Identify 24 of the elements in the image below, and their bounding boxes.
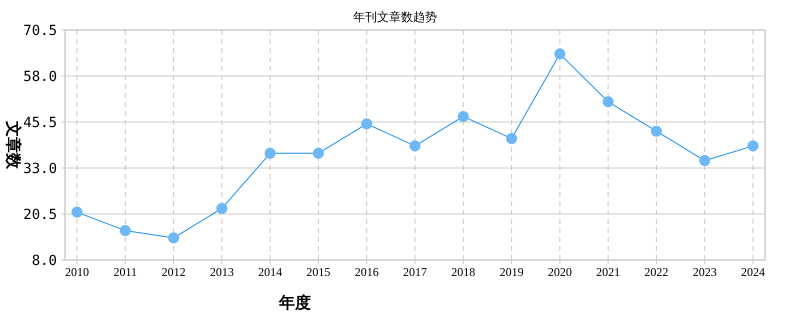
y-tick-label: 8.0 <box>32 253 57 269</box>
x-tick-label: 2010 <box>65 265 89 279</box>
y-tick-label: 45.5 <box>23 115 57 131</box>
y-tick-label: 33.0 <box>23 161 57 177</box>
x-tick-label: 2019 <box>500 265 524 279</box>
x-tick-label: 2011 <box>114 265 138 279</box>
x-tick-label: 2024 <box>741 265 765 279</box>
x-tick-label: 2023 <box>692 265 717 279</box>
x-tick-label: 2012 <box>162 265 186 279</box>
x-tick-label: 2022 <box>644 265 668 279</box>
x-tick-label: 2017 <box>403 265 427 279</box>
y-tick-label: 70.5 <box>23 23 57 39</box>
y-tick-label: 58.0 <box>23 69 57 85</box>
chart-title: 年刊文章数趋势 <box>353 10 437 24</box>
x-tick-label: 2021 <box>596 265 620 279</box>
x-tick-label: 2014 <box>258 265 282 279</box>
x-tick-label: 2015 <box>306 265 330 279</box>
x-tick-label: 2020 <box>548 265 572 279</box>
y-tick-label: 20.5 <box>23 207 57 223</box>
y-axis-title: 文章数 <box>4 120 22 170</box>
x-axis-title: 年度 <box>278 293 311 312</box>
x-tick-label: 2013 <box>210 265 234 279</box>
x-tick-label: 2016 <box>354 265 379 279</box>
x-tick-label: 2018 <box>451 265 476 279</box>
